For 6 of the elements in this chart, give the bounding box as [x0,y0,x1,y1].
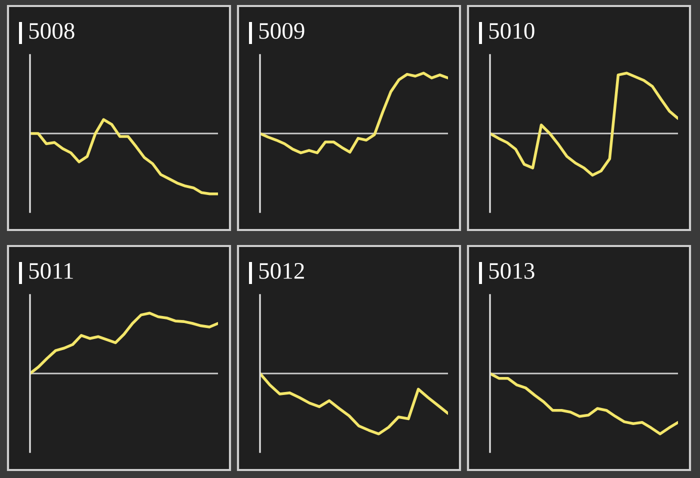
chart-title: 5013 [489,262,534,279]
chart-title: 5012 [259,262,304,279]
chart-title: 5009 [259,22,304,39]
chart-title: 5010 [489,22,534,39]
chart-title: 5011 [29,262,73,279]
chart-title: 5008 [29,22,74,39]
